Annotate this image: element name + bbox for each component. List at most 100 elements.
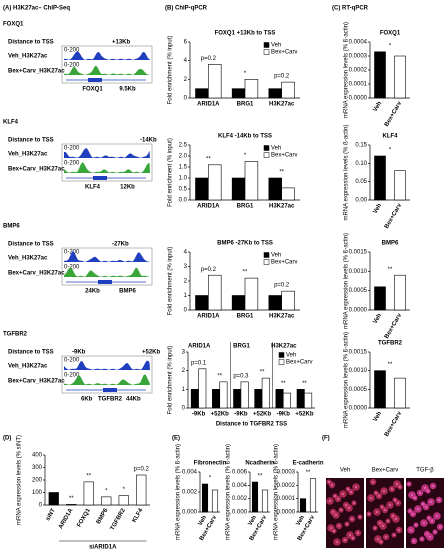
- nucleus: [351, 536, 355, 540]
- legend-swatch: [263, 42, 270, 48]
- y-axis-label: mRNA expression levels (% ß-actin): [274, 444, 280, 540]
- track-name: Bex+Carv_H3K27ac: [8, 69, 65, 75]
- y-tick-label: 0: [39, 503, 43, 509]
- bar: [195, 295, 209, 311]
- bar: [251, 481, 259, 513]
- y-axis-label: Fold enrichment (% input): [168, 36, 174, 105]
- x-tick-label: siNT: [45, 508, 57, 523]
- bar: [240, 381, 249, 409]
- group-label: ARID1A: [188, 344, 211, 350]
- offset-label: +13Kb: [112, 40, 131, 46]
- track-name: Veh_H3K27ac: [8, 54, 48, 60]
- y-tick-label: 3: [184, 264, 188, 270]
- chart-title: KLF4 -14Kb to TSS: [218, 134, 272, 140]
- x-tick-label: BRG1: [237, 102, 254, 108]
- significance-label: p=0.2: [201, 56, 217, 62]
- bar: [211, 489, 219, 513]
- nucleus: [423, 486, 427, 490]
- panel-label: (C) RT-qPCR: [332, 6, 369, 12]
- x-tick-label: BMP6: [96, 507, 110, 525]
- nucleus: [348, 533, 352, 537]
- nucleus: [412, 539, 416, 543]
- legend-swatch: [263, 152, 270, 158]
- significance-label: *: [244, 153, 247, 159]
- y-axis-label: Fold enrichment (% input): [168, 247, 174, 316]
- distance-label: Distance to TSS: [8, 242, 54, 248]
- bar: [198, 368, 207, 409]
- gene-exon: [98, 280, 112, 284]
- y-axis-label: mRNA expression levels (% ß-actin): [344, 332, 350, 428]
- bar: [136, 474, 147, 506]
- bar: [394, 55, 406, 99]
- y-tick-label: 0.000: [232, 510, 248, 516]
- significance-label: p=0.2: [274, 283, 290, 289]
- nucleus: [414, 523, 418, 527]
- track-name: Bex+Carv_H3K27ac: [8, 167, 65, 173]
- track-scale: 0-200: [64, 373, 80, 379]
- y-axis-label: mRNA expression levels (% siNT): [17, 435, 23, 525]
- nucleus: [420, 537, 424, 541]
- nucleus: [426, 489, 430, 493]
- bar: [231, 295, 246, 311]
- y-tick-label: 2.5: [179, 143, 188, 149]
- y-tick-label: 100: [32, 490, 43, 496]
- x-tick-label: Bex+Carv: [384, 202, 403, 230]
- bar: [244, 277, 259, 311]
- legend-swatch: [278, 352, 285, 358]
- bar: [244, 79, 259, 99]
- nucleus: [407, 482, 411, 486]
- bar: [394, 377, 406, 409]
- chart-title: E-cadherin: [292, 461, 323, 467]
- x-tick-label: ARID1A: [197, 102, 220, 108]
- y-tick-label: 0.0001: [277, 496, 296, 502]
- nucleus: [369, 496, 373, 500]
- y-tick-label: 0: [184, 96, 188, 102]
- y-tick-label: 0.0000: [349, 308, 368, 314]
- y-tick-label: 400: [32, 453, 43, 459]
- offset-label: +52Kb: [142, 350, 161, 356]
- significance-label: *: [123, 487, 126, 493]
- nucleus: [371, 480, 375, 484]
- significance-label: **: [306, 470, 311, 476]
- nucleus: [330, 483, 334, 487]
- group-label: H3K27ac: [271, 344, 297, 350]
- significance-label: **: [260, 370, 265, 376]
- bar: [231, 88, 246, 99]
- panel-label: (A) H3K27ac– ChIP-Seq: [3, 6, 70, 12]
- signal-track: [64, 251, 150, 262]
- nucleus: [428, 535, 432, 539]
- gene-name: BMP6: [3, 224, 20, 230]
- y-tick-label: 1: [184, 293, 188, 299]
- nucleus: [435, 514, 439, 518]
- y-axis-label: mRNA expression levels (% ß-actin): [344, 233, 350, 329]
- bar: [208, 274, 222, 311]
- legend-swatch: [263, 252, 270, 258]
- nucleus: [418, 491, 422, 495]
- legend-label: Bex+Carv: [286, 360, 313, 366]
- bar: [374, 155, 386, 201]
- x-tick-label: Bex+Carv: [384, 410, 403, 438]
- nucleus: [382, 489, 386, 493]
- x-tick-label: Veh: [373, 313, 384, 326]
- nucleus: [339, 508, 343, 512]
- offset-label: -27Kb: [112, 242, 129, 248]
- track-name: Veh_H3K27ac: [8, 364, 48, 370]
- bar: [219, 381, 228, 409]
- nucleus: [343, 538, 347, 542]
- signal-track: [64, 162, 150, 173]
- x-tick-label: Veh: [373, 101, 384, 114]
- nucleus: [394, 517, 398, 521]
- signal-track: [64, 148, 150, 158]
- significance-label: **: [279, 170, 284, 176]
- gene-exon: [93, 176, 107, 180]
- nucleus: [383, 508, 387, 512]
- significance-label: p=0.2: [274, 74, 290, 80]
- legend-label: Veh: [286, 353, 296, 359]
- x-tick-label: TGFBR2: [110, 507, 128, 531]
- y-tick-label: 0.0001: [349, 82, 368, 88]
- bar: [374, 51, 386, 99]
- bar: [190, 389, 199, 409]
- legend-swatch: [263, 145, 270, 151]
- track-scale: 0-200: [64, 265, 80, 271]
- bar: [254, 389, 263, 409]
